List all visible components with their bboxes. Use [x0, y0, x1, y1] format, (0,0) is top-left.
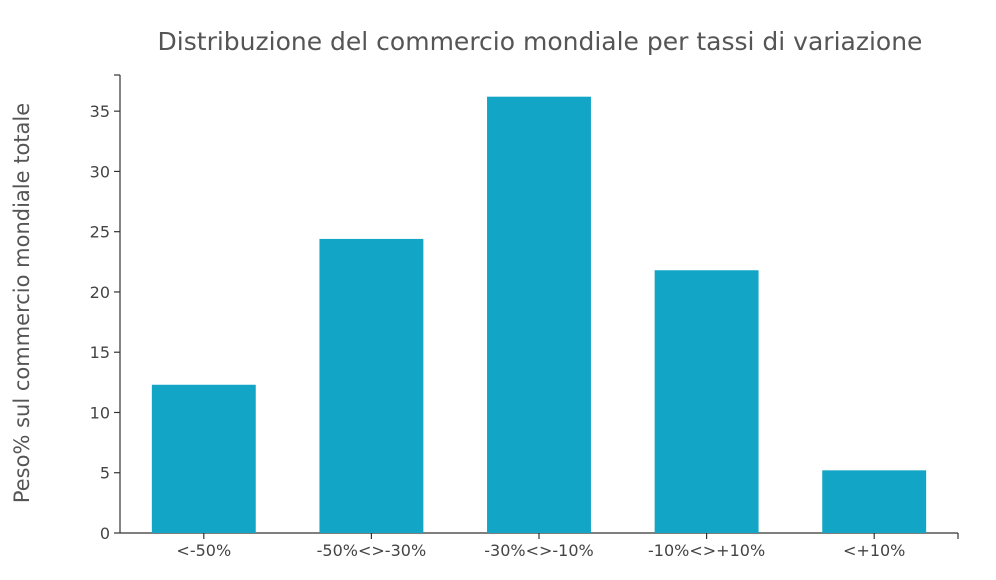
- y-tick-label: 30: [90, 162, 110, 181]
- y-tick-label: 35: [90, 102, 110, 121]
- y-tick-label: 20: [90, 283, 110, 302]
- bar: [319, 238, 424, 534]
- bar: [822, 470, 927, 533]
- y-tick-label: 15: [90, 343, 110, 362]
- bar: [487, 96, 591, 534]
- bar: [654, 270, 759, 533]
- y-axis-label: Peso% sul commercio mondiale totale: [10, 103, 34, 503]
- x-axis: <-50% -50%<>-30% -30%<>-10% -10%<>+10% <+10%: [120, 532, 959, 560]
- y-axis: 0 5 10 15 20 25 30 35: [90, 74, 121, 543]
- bar: [151, 384, 256, 533]
- y-tick-label: 10: [90, 403, 110, 422]
- x-tick-label: <+10%: [843, 541, 905, 560]
- chart-title: Distribuzione del commercio mondiale per…: [158, 27, 923, 56]
- x-tick-label: -30%<>-10%: [484, 541, 593, 560]
- x-tick-label: -10%<>+10%: [648, 541, 765, 560]
- y-tick-label: 25: [90, 223, 110, 242]
- bars: [151, 96, 927, 534]
- x-tick-label: -50%<>-30%: [317, 541, 426, 560]
- x-tick-label: <-50%: [176, 541, 231, 560]
- y-tick-label: 5: [100, 464, 110, 483]
- y-tick-label: 0: [100, 524, 110, 543]
